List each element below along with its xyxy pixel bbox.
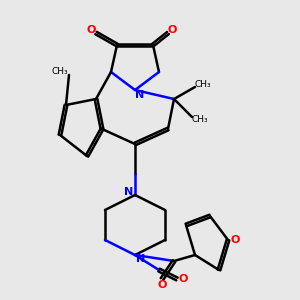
Text: O: O	[157, 280, 167, 290]
Text: N: N	[136, 254, 146, 265]
Text: CH₃: CH₃	[191, 116, 208, 124]
Text: O: O	[178, 274, 188, 284]
Text: N: N	[124, 187, 134, 197]
Text: N: N	[135, 89, 144, 100]
Text: CH₃: CH₃	[194, 80, 211, 88]
Text: O: O	[231, 235, 240, 245]
Text: O: O	[87, 25, 96, 35]
Text: CH₃: CH₃	[52, 68, 68, 76]
Text: O: O	[168, 25, 177, 35]
